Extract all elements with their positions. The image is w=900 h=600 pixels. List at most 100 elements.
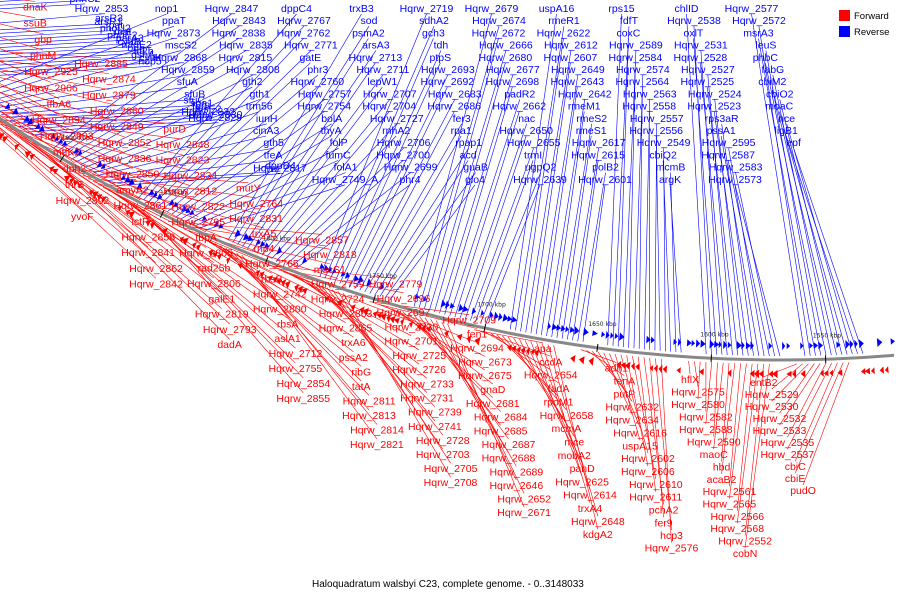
leader-line xyxy=(541,343,591,503)
reverse-gene-arrow xyxy=(61,140,68,146)
leader-line xyxy=(459,123,527,319)
leader-line xyxy=(464,135,527,320)
reverse-gene-arrow xyxy=(849,340,854,349)
leader-line xyxy=(0,62,151,73)
leader-line xyxy=(480,172,541,324)
forward-gene-label: Hqrw_2925 xyxy=(24,66,78,78)
forward-gene-label: entB2 xyxy=(750,377,778,389)
forward-gene-arrow xyxy=(359,306,365,315)
forward-gene-label: trxA5 xyxy=(252,228,277,240)
forward-gene-label: Hqrw_2580 xyxy=(671,399,725,411)
leader-line xyxy=(644,99,651,350)
reverse-gene-arrow xyxy=(845,339,850,349)
reverse-gene-arrow xyxy=(809,342,814,349)
reverse-gene-label: gth2 xyxy=(242,76,263,88)
leader-line xyxy=(0,62,181,104)
reverse-gene-label: sdhA2 xyxy=(419,15,449,27)
forward-gene-arrow xyxy=(376,312,383,319)
leader-line xyxy=(721,123,754,356)
forward-gene-label: Hqrw_2842 xyxy=(129,278,183,290)
reverse-gene-arrow xyxy=(189,209,195,216)
forward-gene-label: Hqrw_2731 xyxy=(400,393,454,405)
reverse-gene-label: rps3aR xyxy=(705,113,739,125)
forward-gene-label: mce xyxy=(564,437,584,449)
leader-line xyxy=(0,13,102,24)
leader-line xyxy=(520,38,564,332)
forward-gene-arrow xyxy=(24,151,32,159)
reverse-gene-arrow xyxy=(54,135,59,142)
forward-gene-label: fer9 xyxy=(655,517,673,529)
forward-gene-label: trxA6 xyxy=(341,337,366,349)
leader-line xyxy=(0,123,149,232)
reverse-gene-label: nac xyxy=(518,113,535,125)
reverse-gene-arrow xyxy=(695,339,701,348)
forward-gene-label: Hqrw_2684 xyxy=(474,412,528,424)
reverse-gene-label: ugpQ2 xyxy=(525,162,557,174)
forward-gene-label: Hqrw_2654 xyxy=(524,370,578,382)
forward-gene-arrow xyxy=(823,369,829,377)
forward-gene-arrow xyxy=(363,308,370,316)
forward-gene-label: Hqrw_2742 xyxy=(253,288,307,300)
reverse-gene-arrow xyxy=(340,270,346,277)
leader-line xyxy=(237,38,369,245)
leader-line xyxy=(251,74,384,251)
forward-gene-arrow xyxy=(624,361,631,370)
forward-gene-arrow xyxy=(128,211,136,219)
leader-line xyxy=(364,123,462,293)
forward-gene-label: dph2 xyxy=(63,163,87,175)
leader-line xyxy=(194,233,346,309)
reverse-gene-label: Hqrw_2617 xyxy=(572,137,626,149)
reverse-gene-label: Hqrw_2832 xyxy=(181,106,235,118)
reverse-gene-label: Hqrw_2873 xyxy=(147,27,201,39)
forward-gene-arrow xyxy=(92,191,99,199)
reverse-gene-arrow xyxy=(605,330,610,339)
reverse-gene-label: Hqrw_2558 xyxy=(622,101,676,113)
forward-gene-arrow xyxy=(0,133,5,141)
forward-gene-label: Hqrw_2764 xyxy=(229,198,283,210)
reverse-gene-label: fdfT xyxy=(620,15,639,27)
reverse-gene-label: iunH xyxy=(256,113,278,125)
reverse-gene-arrow xyxy=(489,311,494,319)
forward-gene-arrow xyxy=(516,346,521,353)
forward-gene-arrow xyxy=(380,313,387,321)
reverse-gene-label: Hqrw_2556 xyxy=(629,125,683,137)
forward-gene-label: ssuB xyxy=(24,18,47,30)
reverse-gene-label: gshA xyxy=(131,49,155,61)
leader-line xyxy=(729,363,741,487)
forward-gene-arrow xyxy=(662,365,668,374)
reverse-gene-label: Hqrw_2601 xyxy=(578,174,632,186)
reverse-gene-label: Hqrw_2859 xyxy=(161,64,215,76)
leader-line xyxy=(787,363,827,438)
gene-labels: gyrBsunguaD2aspC4Hqrw_2936Hqrw_2926phnD2… xyxy=(23,0,816,560)
leader-line xyxy=(374,303,478,329)
forward-gene-arrow xyxy=(162,227,169,236)
reverse-gene-label: Hqrw_2538 xyxy=(667,15,721,27)
leader-line xyxy=(758,38,816,356)
forward-gene-label: rbsB xyxy=(261,273,283,285)
forward-gene-label: Hqrw_2741 xyxy=(408,421,462,433)
forward-gene-arrow xyxy=(294,284,300,292)
leader-line xyxy=(744,363,765,536)
legend-reverse-label: Reverse xyxy=(854,27,889,38)
forward-gene-arrow xyxy=(96,194,103,201)
forward-gene-label: Hqrw_2588 xyxy=(679,424,733,436)
leader-line xyxy=(0,50,181,99)
leader-line xyxy=(662,160,671,352)
forward-gene-label: tbpA xyxy=(195,232,217,244)
reverse-gene-arrow xyxy=(124,176,131,183)
leader-line xyxy=(763,363,798,378)
forward-gene-label: dadA xyxy=(217,339,242,351)
leader-line xyxy=(633,74,644,349)
reverse-gene-label: Hqrw_2557 xyxy=(630,113,684,125)
leader-line xyxy=(0,83,59,115)
reverse-gene-arrow xyxy=(502,313,509,322)
forward-gene-label: Hqrw_2874 xyxy=(82,74,136,86)
forward-gene-arrow xyxy=(212,252,218,258)
reverse-gene-label: coxC xyxy=(616,27,640,39)
forward-gene-label: Hqrw_2685 xyxy=(474,425,528,437)
leader-line xyxy=(793,148,864,354)
forward-gene-label: Hqrw_2793 xyxy=(203,324,257,336)
reverse-gene-label: Hqrw_2612 xyxy=(544,40,598,52)
reverse-gene-label: tfeA xyxy=(264,149,283,161)
reverse-gene-arrow xyxy=(423,295,427,302)
